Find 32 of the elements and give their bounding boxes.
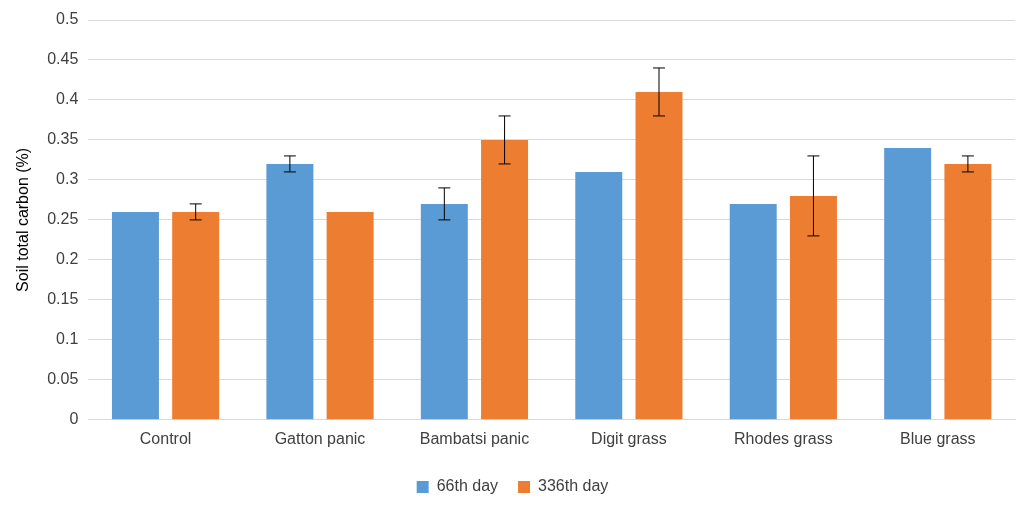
bar <box>172 211 220 420</box>
x-tick-label: Control <box>139 429 192 447</box>
y-tick-label: 0.4 <box>56 90 79 108</box>
x-tick-label: Digit grass <box>591 429 667 447</box>
y-tick-label: 0.2 <box>56 250 79 268</box>
bar <box>944 163 992 420</box>
bar <box>111 211 159 420</box>
x-tick-label: Gatton panic <box>274 429 366 447</box>
y-tick-label: 0.05 <box>47 370 79 388</box>
y-tick-label: 0.1 <box>56 330 79 348</box>
y-tick-label: 0.45 <box>47 50 79 68</box>
bar <box>481 139 529 420</box>
y-tick-label: 0.35 <box>47 130 79 148</box>
x-tick-label: Bambatsi panic <box>419 429 530 447</box>
y-tick-label: 0.5 <box>56 10 79 28</box>
y-tick-label: 0.15 <box>47 290 79 308</box>
legend-label: 336th day <box>538 477 609 495</box>
bar <box>729 203 777 420</box>
bar <box>326 211 374 420</box>
x-tick-label: Blue grass <box>899 429 976 447</box>
y-tick-label: 0 <box>69 410 79 428</box>
x-tick-label: Rhodes grass <box>733 429 833 447</box>
bar <box>575 171 623 420</box>
y-tick-label: 0.25 <box>47 210 79 228</box>
y-tick-label: 0.3 <box>56 170 79 188</box>
y-axis-title: Soil total carbon (%) <box>14 147 32 292</box>
bar <box>266 163 314 420</box>
bar <box>635 91 683 420</box>
bar <box>789 195 837 420</box>
bar <box>420 203 468 420</box>
bar <box>884 147 932 420</box>
legend-label: 66th day <box>436 477 499 495</box>
